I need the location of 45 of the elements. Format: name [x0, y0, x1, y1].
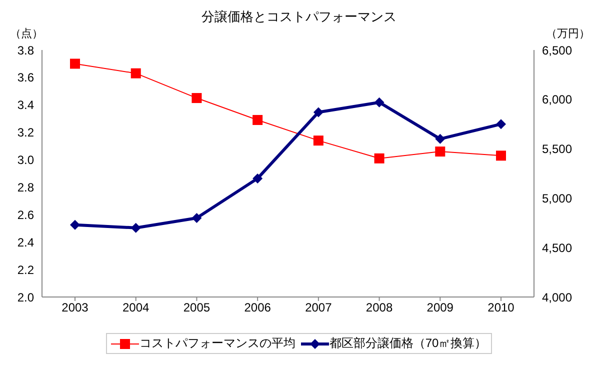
point	[496, 119, 506, 130]
point	[130, 222, 141, 233]
point	[70, 220, 80, 230]
point	[435, 134, 446, 144]
legend-label: 都区部分譲価格（70㎡換算）	[328, 335, 487, 352]
y2-tick-label: 6,000	[542, 92, 572, 107]
point	[252, 173, 263, 184]
point	[374, 97, 384, 108]
point	[313, 136, 324, 146]
point	[130, 68, 141, 78]
y-tick-label: 2.2	[17, 262, 34, 277]
y-tick-label: 2.6	[17, 208, 34, 222]
point	[374, 153, 384, 164]
point	[252, 114, 263, 125]
point	[70, 58, 80, 69]
y-axis-title: （点）	[10, 26, 43, 41]
x-tick-label: 2007	[305, 300, 332, 315]
y-tick-label: 3.6	[17, 70, 34, 85]
y2-tick-label: 6,500	[542, 43, 572, 58]
x-tick-label: 2003	[62, 300, 89, 315]
y-tick-label: 3.2	[17, 126, 34, 140]
y2-axis-title: （万円）	[546, 27, 590, 41]
x-tick-label: 2004	[122, 300, 150, 315]
legend-label: コストパフォーマンスの平均	[138, 335, 296, 352]
y-tick-label: 3.8	[17, 43, 34, 58]
point	[192, 93, 202, 104]
y2-tick-label: 4,500	[542, 240, 572, 255]
point	[496, 150, 506, 161]
chart-title: 分譲価格とコストパフォーマンス	[200, 8, 398, 26]
y-tick-label: 2.8	[17, 180, 34, 194]
y-tick-label: 3.4	[17, 98, 34, 112]
y2-tick-label: 5,000	[542, 191, 572, 206]
point	[313, 107, 324, 118]
y-tick-label: 2.0	[17, 290, 34, 304]
x-tick-label: 2009	[426, 300, 454, 315]
point	[192, 212, 202, 223]
x-tick-label: 2006	[244, 300, 272, 315]
y2-tick-label: 5,500	[542, 142, 572, 156]
y-tick-label: 2.4	[17, 235, 34, 250]
x-tick-label: 2008	[366, 300, 393, 315]
point	[435, 146, 446, 157]
x-tick-label: 2005	[183, 300, 210, 315]
y2-tick-label: 4,000	[542, 290, 572, 304]
x-tick-label: 2010	[488, 300, 515, 315]
y-tick-label: 3.0	[17, 153, 34, 168]
